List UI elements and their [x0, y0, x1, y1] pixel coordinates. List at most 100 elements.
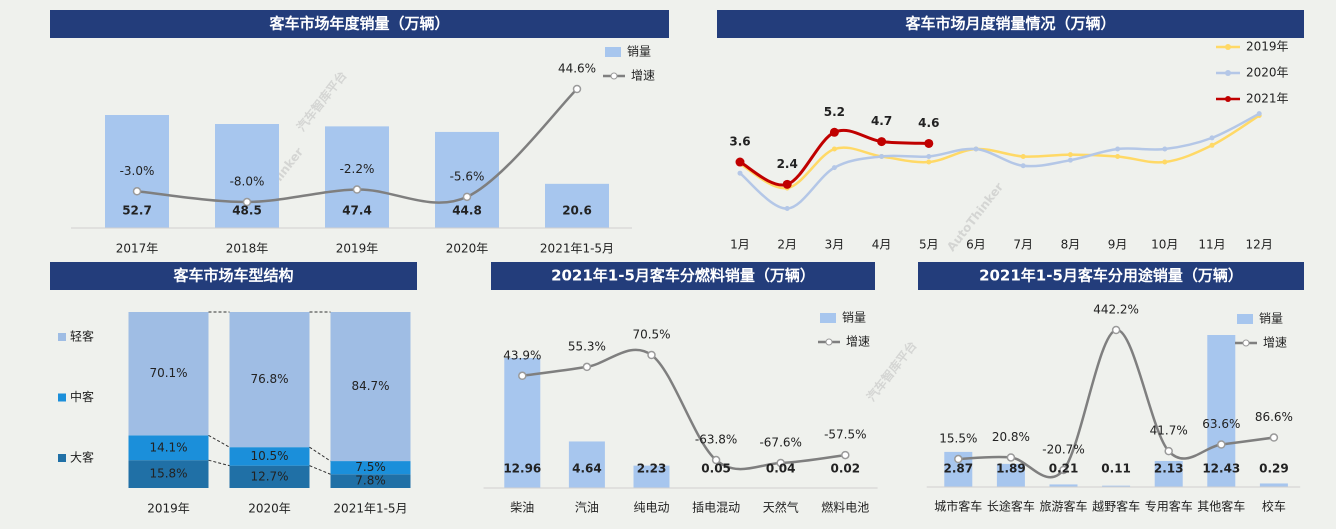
- growth-marker: [462, 192, 472, 202]
- growth-marker: [841, 450, 850, 460]
- segment-label: 76.8%: [250, 372, 288, 386]
- bar-value-label: 0.05: [701, 462, 731, 476]
- x-tick-label: 2021年1-5月: [333, 502, 407, 516]
- chart-title: 客车市场车型结构: [172, 267, 293, 285]
- bar-value-label: 47.4: [342, 204, 372, 218]
- bar: [1154, 460, 1183, 487]
- legend-marker: [1225, 96, 1231, 102]
- bar-segment: [128, 460, 209, 488]
- growth-label: -3.0%: [120, 164, 155, 178]
- series-marker: [831, 165, 837, 171]
- growth-marker: [711, 455, 721, 465]
- segment-label: 70.1%: [149, 366, 187, 380]
- legend-label: 大客: [70, 450, 94, 465]
- bar-segment: [330, 474, 411, 488]
- x-tick-label: 2019年: [147, 502, 190, 516]
- series-marker: [782, 179, 792, 189]
- x-tick-label: 7月: [1013, 238, 1033, 252]
- x-tick-label: 9月: [1108, 238, 1128, 252]
- chart-title: 客车市场年度销量（万辆）: [268, 15, 449, 33]
- legend-swatch: [605, 47, 621, 57]
- legend-label: 销量: [627, 45, 651, 59]
- connector: [208, 459, 230, 467]
- bar-value-label: 20.6: [562, 204, 592, 218]
- connector: [309, 446, 331, 462]
- growth-label: 44.6%: [558, 62, 596, 76]
- x-tick-label: 12月: [1246, 238, 1273, 252]
- bar: [1049, 484, 1078, 487]
- bar: [215, 124, 279, 228]
- series-marker: [1115, 153, 1121, 159]
- x-tick-label: 插电混动: [692, 501, 740, 515]
- growth-label: 86.6%: [1255, 410, 1293, 424]
- legend-label: 2019年: [1246, 40, 1289, 54]
- bar: [1102, 485, 1131, 487]
- segment-label: 7.5%: [355, 460, 386, 474]
- bar-segment: [229, 312, 310, 448]
- x-tick-label: 10月: [1151, 238, 1178, 252]
- bar-value-label: 0.21: [1049, 462, 1079, 476]
- x-tick-label: 天然气: [763, 500, 799, 515]
- bar-segment: [229, 447, 310, 466]
- legend-label: 销量: [842, 311, 866, 325]
- growth-marker: [776, 458, 785, 468]
- chart-title: 客车市场月度销量情况（万辆）: [904, 15, 1115, 33]
- growth-marker: [1111, 325, 1121, 335]
- growth-marker: [518, 371, 527, 381]
- bar: [435, 131, 499, 228]
- legend-label: 2020年: [1246, 66, 1289, 80]
- growth-marker: [1006, 453, 1016, 462]
- series-marker: [737, 170, 743, 176]
- series-marker: [1162, 146, 1168, 152]
- data-label: 5.2: [824, 105, 845, 119]
- legend-label: 销量: [1259, 312, 1283, 326]
- legend-marker: [1225, 44, 1231, 50]
- segment-label: 14.1%: [149, 440, 187, 454]
- bar-value-label: 48.5: [232, 204, 262, 218]
- legend-marker: [1242, 339, 1250, 347]
- title-bar: [717, 10, 1304, 38]
- bar-value-label: 2.87: [943, 462, 973, 476]
- bar: [633, 465, 670, 488]
- connector: [309, 465, 331, 475]
- legend-swatch: [58, 333, 66, 341]
- series-marker: [1067, 157, 1073, 163]
- bar-segment: [229, 465, 310, 488]
- growth-label: 15.5%: [939, 432, 977, 446]
- bar-value-label: 2.13: [1154, 462, 1184, 476]
- x-tick-label: 1月: [730, 238, 750, 252]
- segment-label: 12.7%: [250, 469, 288, 483]
- growth-marker: [954, 454, 963, 464]
- series-marker: [784, 206, 790, 212]
- x-tick-label: 2019年: [336, 242, 379, 256]
- legend-swatch: [820, 313, 836, 323]
- growth-marker: [1164, 446, 1173, 456]
- legend-marker: [610, 72, 618, 80]
- bar-value-label: 12.96: [503, 462, 541, 476]
- x-tick-label: 4月: [872, 238, 892, 252]
- segment-label: 10.5%: [250, 449, 288, 463]
- legend-swatch: [1237, 314, 1253, 324]
- bar-value-label: 0.29: [1259, 462, 1289, 476]
- series-line: [739, 114, 1260, 190]
- x-tick-label: 3月: [825, 238, 845, 252]
- growth-marker: [647, 350, 656, 360]
- growth-label: 41.7%: [1150, 424, 1188, 438]
- bar-value-label: 52.7: [122, 204, 152, 218]
- growth-marker: [1059, 465, 1068, 475]
- legend-label: 增速: [846, 335, 870, 349]
- legend-label: 2021年: [1246, 92, 1289, 106]
- watermark-sub: 汽车智库平台: [863, 338, 919, 404]
- x-tick-label: 2020年: [248, 502, 291, 516]
- growth-label: -2.2%: [340, 162, 375, 176]
- bar-segment: [128, 435, 209, 461]
- series-marker: [1162, 159, 1168, 165]
- growth-marker: [242, 197, 252, 207]
- growth-label: -5.6%: [450, 169, 485, 183]
- series-marker: [831, 146, 837, 152]
- series-marker: [924, 138, 934, 148]
- title-bar: [50, 262, 417, 290]
- series-marker: [1020, 163, 1026, 169]
- x-tick-label: 其他客车: [1197, 499, 1245, 514]
